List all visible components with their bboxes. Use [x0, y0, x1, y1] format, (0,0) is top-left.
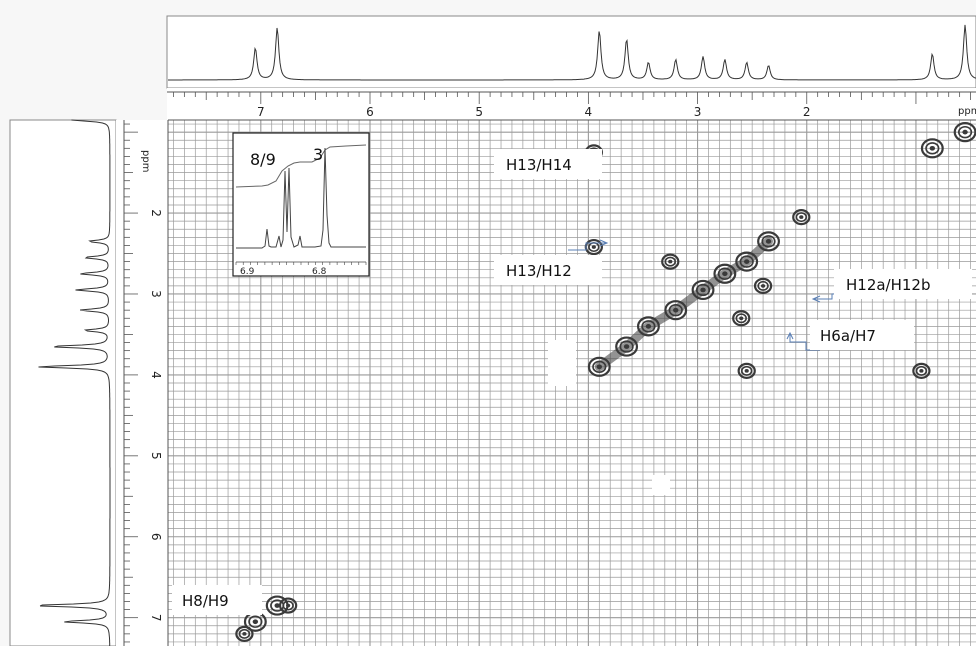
y-unit-label: ppm	[140, 150, 151, 172]
diagonal-peak	[735, 251, 759, 272]
plot-grid	[168, 120, 976, 646]
label-box	[494, 255, 602, 285]
diagonal-peak	[587, 356, 611, 377]
cross-peak	[753, 277, 773, 294]
top-projection-panel	[166, 15, 976, 89]
inset-spectrum-trace	[236, 147, 366, 249]
cross-peak	[278, 597, 298, 614]
y-tick-label: 6	[149, 533, 163, 541]
left-projection-panel	[9, 119, 117, 646]
y-tick-label: 3	[149, 290, 163, 298]
diagonal-peak	[757, 231, 780, 252]
x-tick-label: 4	[585, 105, 593, 119]
arrow-h6a-h7-head	[786, 331, 794, 340]
arrow-h13-h12-head	[599, 239, 609, 247]
arrow-h12a-h12b-head	[811, 295, 821, 303]
label-box	[834, 269, 972, 299]
inset-panel: 8/9 3 6.9 6.8	[232, 132, 370, 277]
diagonal-ridge	[594, 236, 773, 372]
y-ruler-ticks	[124, 123, 138, 643]
x-tick-label: 7	[257, 105, 265, 119]
cross-peak	[737, 362, 756, 379]
label-box	[172, 585, 262, 615]
annotation-labels: H13/H14 H13/H12 H12a/H12b H6a/H7 H8/H9	[172, 149, 972, 615]
y-tick-label: 5	[149, 452, 163, 460]
cross-peak	[732, 310, 751, 327]
diagonal-peak	[713, 263, 737, 284]
label-h12a-h12b: H12a/H12b	[846, 276, 931, 294]
x-tick-label: 5	[475, 105, 483, 119]
x-unit-label: ppm	[958, 106, 976, 117]
label-h6a-h7: H6a/H7	[820, 327, 876, 345]
x-tick-label: 2	[803, 105, 811, 119]
inset-tick-label: 6.9	[240, 267, 255, 277]
x-tick-label: 6	[366, 105, 374, 119]
inset-axis-ticks	[235, 262, 367, 265]
y-tick-label: 7	[149, 614, 163, 622]
x-tick-label: 3	[694, 105, 702, 119]
diagonal-peak	[636, 316, 660, 337]
diagonal-peak	[920, 138, 944, 159]
y-tick-label: 2	[149, 209, 163, 217]
label-box	[494, 149, 602, 179]
y-tick-labels: 2 3 4 5 6 7	[149, 209, 163, 621]
scan-artifact	[548, 340, 576, 386]
inset-frame	[232, 132, 370, 277]
arrow-h13-h12	[568, 242, 606, 251]
inset-integral-curve	[235, 144, 367, 188]
diagonal-peak	[664, 300, 688, 321]
scan-artifact	[652, 475, 670, 495]
label-box	[810, 320, 914, 350]
x-ruler-ticks	[173, 92, 971, 104]
label-h8-h9: H8/H9	[182, 592, 229, 610]
left-projection-trace	[38, 119, 111, 646]
diagonal-peak	[615, 336, 639, 357]
diagonal-peaks	[243, 122, 976, 632]
inset-label-3: 3	[313, 145, 323, 164]
cross-peak	[235, 625, 254, 642]
inset-label-8-9: 8/9	[250, 150, 276, 169]
inset-tick-label: 6.8	[312, 267, 327, 277]
y-tick-label: 4	[149, 371, 163, 379]
label-h13-h12: H13/H12	[506, 262, 572, 280]
diagonal-peak	[691, 279, 715, 301]
label-h13-h14: H13/H14	[506, 156, 572, 174]
top-projection-trace	[168, 24, 976, 81]
x-ruler-band	[167, 88, 976, 120]
cross-peak	[661, 253, 680, 270]
diagonal-peak	[953, 122, 976, 143]
cross-peak	[584, 238, 603, 256]
cross-peak	[912, 362, 931, 379]
cross-peak	[792, 209, 811, 226]
x-tick-labels: 7 6 5 4 3 2	[257, 105, 811, 119]
